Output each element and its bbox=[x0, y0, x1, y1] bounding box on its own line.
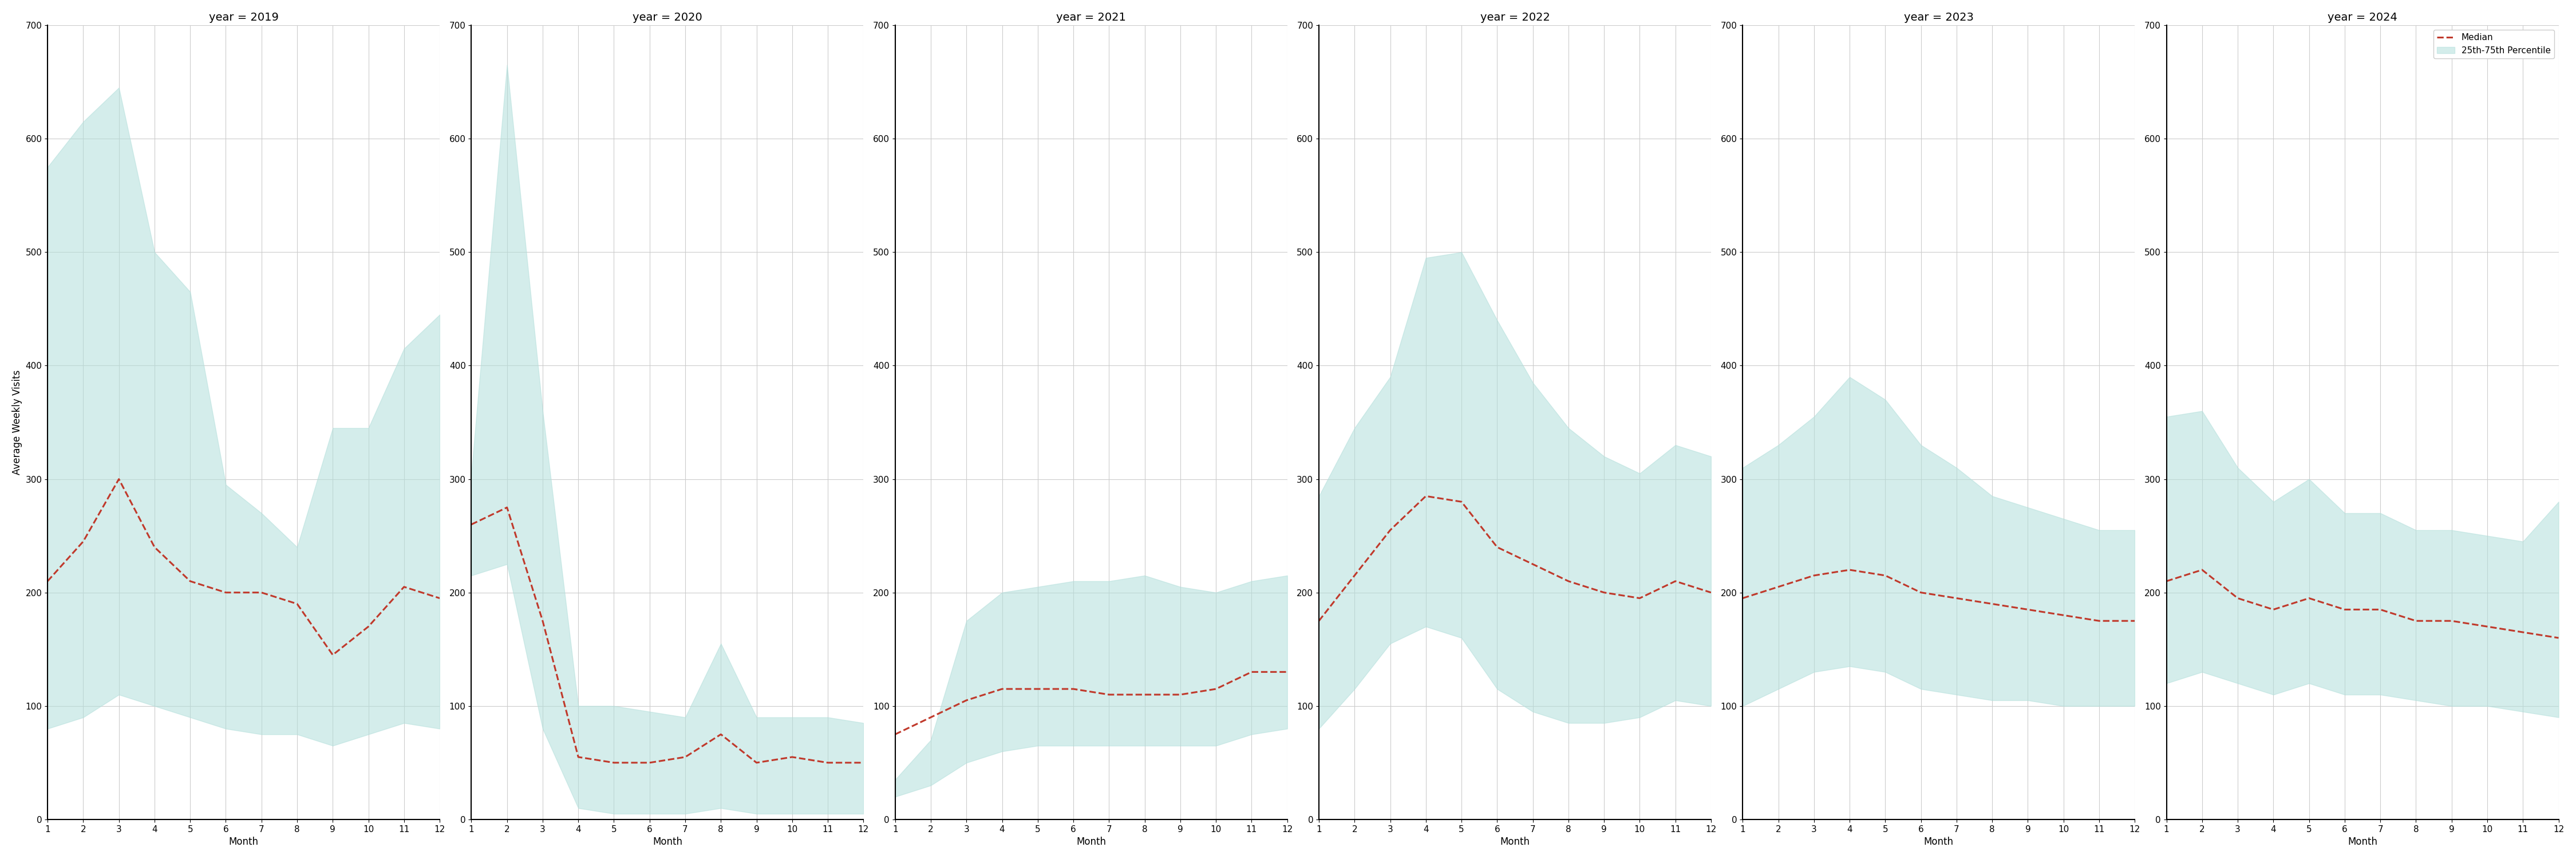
X-axis label: Month: Month bbox=[1924, 837, 1953, 847]
Line: Median: Median bbox=[46, 479, 440, 655]
Median bbox=[562, 752, 592, 762]
X-axis label: Month: Month bbox=[1499, 837, 1530, 847]
Median bbox=[1481, 542, 1512, 552]
Median bbox=[67, 536, 98, 546]
Median bbox=[1303, 616, 1334, 626]
Median bbox=[670, 752, 701, 762]
Median bbox=[2084, 616, 2115, 626]
X-axis label: Month: Month bbox=[1077, 837, 1105, 847]
Median bbox=[1728, 593, 1759, 603]
Median bbox=[1625, 593, 1656, 603]
Median bbox=[1236, 667, 1267, 677]
Median bbox=[1376, 525, 1406, 535]
Median bbox=[211, 588, 242, 598]
Median bbox=[2012, 605, 2043, 615]
Median bbox=[139, 542, 170, 552]
Median bbox=[848, 758, 878, 768]
Median bbox=[317, 649, 348, 660]
Median bbox=[1695, 588, 1726, 598]
Median bbox=[1023, 684, 1054, 694]
Median bbox=[2437, 616, 2468, 626]
Median bbox=[1059, 684, 1090, 694]
Median bbox=[2120, 616, 2151, 626]
Median bbox=[1445, 497, 1476, 507]
Median bbox=[281, 599, 312, 609]
X-axis label: Month: Month bbox=[229, 837, 258, 847]
Median bbox=[1834, 564, 1865, 575]
Median bbox=[528, 616, 559, 626]
Line: Median: Median bbox=[471, 508, 863, 763]
Median bbox=[2329, 605, 2360, 615]
Title: year = 2023: year = 2023 bbox=[1904, 12, 1973, 23]
Median bbox=[778, 752, 809, 762]
Median bbox=[1659, 576, 1690, 587]
Median bbox=[1340, 570, 1370, 581]
Median bbox=[31, 576, 62, 587]
Median bbox=[1589, 588, 1620, 598]
Median bbox=[425, 593, 456, 603]
Median bbox=[245, 588, 276, 598]
Median bbox=[1273, 667, 1303, 677]
Median bbox=[103, 474, 134, 484]
Median bbox=[2048, 610, 2079, 620]
Median bbox=[492, 503, 523, 513]
Median bbox=[1164, 690, 1195, 700]
Median bbox=[2293, 593, 2324, 603]
X-axis label: Month: Month bbox=[652, 837, 683, 847]
Median bbox=[1200, 684, 1231, 694]
Median bbox=[634, 758, 665, 768]
Median bbox=[1412, 491, 1443, 502]
Median bbox=[1870, 570, 1901, 581]
X-axis label: Month: Month bbox=[2347, 837, 2378, 847]
Median bbox=[1976, 599, 2007, 609]
Line: Median: Median bbox=[894, 672, 1288, 734]
Title: year = 2022: year = 2022 bbox=[1481, 12, 1551, 23]
Title: year = 2019: year = 2019 bbox=[209, 12, 278, 23]
Median bbox=[2187, 564, 2218, 575]
Line: Median: Median bbox=[2166, 570, 2558, 638]
Median bbox=[2259, 605, 2290, 615]
Median bbox=[1553, 576, 1584, 587]
Median bbox=[706, 729, 737, 740]
Median bbox=[1906, 588, 1937, 598]
Median bbox=[2543, 633, 2573, 643]
Y-axis label: Average Weekly Visits: Average Weekly Visits bbox=[13, 370, 23, 475]
Median bbox=[742, 758, 773, 768]
Median bbox=[2365, 605, 2396, 615]
Line: Median: Median bbox=[1744, 570, 2136, 621]
Title: year = 2021: year = 2021 bbox=[1056, 12, 1126, 23]
Median bbox=[598, 758, 629, 768]
Median bbox=[353, 621, 384, 631]
Median bbox=[951, 695, 981, 705]
Legend: Median, 25th-75th Percentile: Median, 25th-75th Percentile bbox=[2434, 30, 2555, 58]
Median bbox=[2473, 621, 2504, 631]
Line: Median: Median bbox=[1319, 497, 1710, 621]
Title: year = 2020: year = 2020 bbox=[634, 12, 703, 23]
Median bbox=[1942, 593, 1973, 603]
Median bbox=[1762, 582, 1793, 592]
Median bbox=[811, 758, 842, 768]
Median bbox=[2506, 627, 2537, 637]
Title: year = 2024: year = 2024 bbox=[2329, 12, 2398, 23]
Median bbox=[2223, 593, 2254, 603]
Median bbox=[175, 576, 206, 587]
Median bbox=[1095, 690, 1126, 700]
Median bbox=[1128, 690, 1159, 700]
Median bbox=[456, 520, 487, 530]
Median bbox=[1798, 570, 1829, 581]
Median bbox=[914, 712, 945, 722]
Median bbox=[1517, 559, 1548, 570]
Median bbox=[987, 684, 1018, 694]
Median bbox=[2151, 576, 2182, 587]
Median bbox=[389, 582, 420, 592]
Median bbox=[2401, 616, 2432, 626]
Median bbox=[878, 729, 909, 740]
